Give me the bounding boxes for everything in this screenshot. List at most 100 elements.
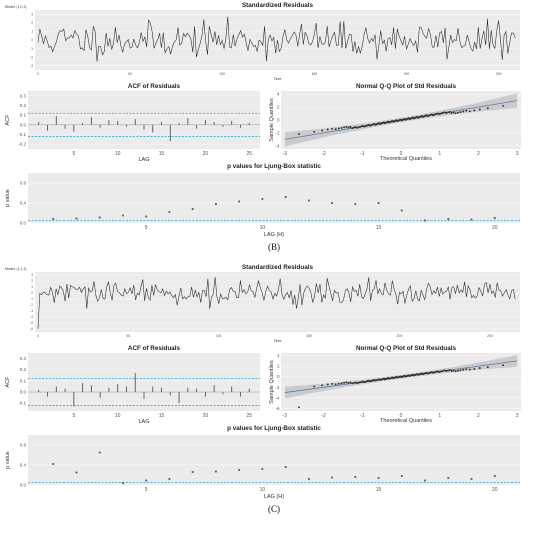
residuals-x-tick: 0 — [37, 334, 39, 338]
qq-y-tick: -6 — [275, 406, 279, 411]
qq-point — [462, 110, 465, 113]
qq-point — [443, 369, 446, 372]
residuals-x-label: Time — [274, 339, 282, 343]
residuals-x-tick: 100 — [219, 72, 225, 76]
ljung-y-label: p value — [5, 189, 11, 207]
ljung-pvalue-point — [98, 451, 101, 454]
qq-point — [454, 112, 457, 115]
qq-point — [443, 111, 446, 114]
qq-x-tick: -3 — [283, 151, 288, 157]
residuals-y-tick: -6 — [30, 327, 33, 331]
qq-point — [354, 381, 357, 384]
acf-y-label: ACF — [5, 114, 11, 126]
ljung-pvalue-point — [377, 201, 380, 205]
ljung-x-tick: 15 — [376, 225, 382, 231]
qq-plot: Normal Q-Q Plot of Std Residuals420-2-4-… — [269, 345, 521, 424]
qq-point — [353, 381, 355, 384]
acf-title: ACF of Residuals — [128, 83, 181, 90]
residuals-y-tick: 0 — [31, 291, 33, 295]
qq-point — [448, 110, 451, 113]
qq-point — [447, 369, 449, 372]
qq-y-tick: -4 — [275, 395, 279, 400]
ljung-pvalue-point — [75, 471, 78, 474]
acf-x-tick: 25 — [246, 151, 252, 157]
residuals-y-tick: -3 — [30, 64, 33, 68]
qq-x-tick: 3 — [516, 151, 519, 157]
ljung-pvalue-point — [52, 217, 55, 221]
qq-y-tick: 0 — [277, 374, 280, 379]
qq-y-tick: 0 — [277, 118, 280, 123]
qq-point — [459, 369, 462, 372]
qq-plot: Normal Q-Q Plot of Std Residuals420-2-4-… — [269, 83, 521, 162]
qq-point — [356, 126, 359, 129]
residuals-y-tick: -1 — [30, 297, 33, 301]
qq-point — [334, 383, 337, 386]
ljung-y-tick: 0.0 — [20, 221, 27, 226]
ljung-pvalue-point — [214, 470, 217, 473]
residuals-x-tick: 250 — [496, 72, 502, 76]
qq-point — [351, 382, 354, 385]
residuals-y-tick: 0 — [31, 38, 33, 42]
qq-point — [452, 111, 455, 114]
acf-y-tick: -0.1 — [18, 401, 26, 406]
qq-y-tick: 2 — [277, 364, 280, 369]
ljung-pvalue-point — [75, 217, 78, 220]
qq-point — [357, 381, 360, 384]
qq-point — [456, 111, 459, 114]
acf-y-tick: 0.0 — [20, 122, 27, 127]
acf-y-tick: -0.2 — [18, 142, 26, 147]
acf-x-tick: 20 — [203, 151, 209, 157]
ljung-y-tick: 0.4 — [20, 463, 27, 468]
qq-point — [440, 370, 443, 373]
residuals-y-tick: 1 — [31, 30, 33, 34]
qq-point — [321, 129, 324, 132]
ljung-pvalue-point — [168, 210, 171, 214]
qq-x-tick: -1 — [360, 413, 365, 419]
ljung-x-tick: 5 — [145, 487, 148, 493]
ljung-y-tick: 0.8 — [20, 181, 27, 186]
ljung-box-plot: p values for Ljung-Box statistic 0.8 0.4 0.… — [5, 425, 520, 500]
ljung-pvalue-point — [238, 200, 241, 203]
qq-point — [445, 370, 448, 372]
residuals-title: Standardized Residuals — [242, 2, 314, 9]
acf-y-tick: 0.0 — [20, 390, 27, 395]
residuals-series-line — [37, 277, 516, 330]
ljung-pvalue-point — [354, 202, 357, 206]
qq-point — [340, 126, 343, 129]
qq-title: Normal Q-Q Plot of Std Residuals — [356, 83, 457, 90]
qq-x-tick: 3 — [516, 413, 519, 419]
ljung-y-tick: 0.0 — [20, 483, 27, 488]
qq-y-tick: -2 — [275, 385, 279, 390]
qq-point — [452, 369, 455, 372]
qq-point — [326, 383, 329, 386]
residuals-x-tick: 250 — [487, 334, 493, 338]
ljung-pvalue-point — [493, 474, 496, 478]
ljung-pvalue-point — [98, 216, 101, 219]
residuals-y-tick: 3 — [31, 273, 33, 277]
qq-y-tick: -4 — [275, 143, 279, 148]
ljung-x-label: LAG (H) — [264, 494, 284, 500]
residuals-x-tick: 50 — [128, 72, 132, 76]
qq-point — [502, 364, 505, 367]
qq-x-tick: 0 — [400, 151, 403, 157]
qq-point — [340, 382, 343, 385]
residuals-y-tick: 1 — [31, 285, 33, 289]
qq-point — [334, 128, 337, 131]
ljung-pvalue-point — [145, 479, 148, 482]
residuals-panel-bg — [35, 272, 520, 332]
qq-point — [313, 385, 316, 388]
qq-point — [337, 127, 340, 130]
ljung-pvalue-point — [423, 479, 427, 482]
acf-x-tick: 10 — [115, 413, 121, 419]
ljung-pvalue-point — [52, 462, 55, 466]
residuals-x-label: Time — [274, 77, 282, 81]
ljung-title: p values for Ljung-Box statistic — [227, 163, 321, 170]
acf-y-tick: 0.3 — [20, 93, 27, 98]
ljung-pvalue-point — [307, 477, 310, 481]
qq-point — [478, 108, 481, 111]
qq-point — [462, 368, 465, 371]
qq-point — [331, 382, 334, 385]
